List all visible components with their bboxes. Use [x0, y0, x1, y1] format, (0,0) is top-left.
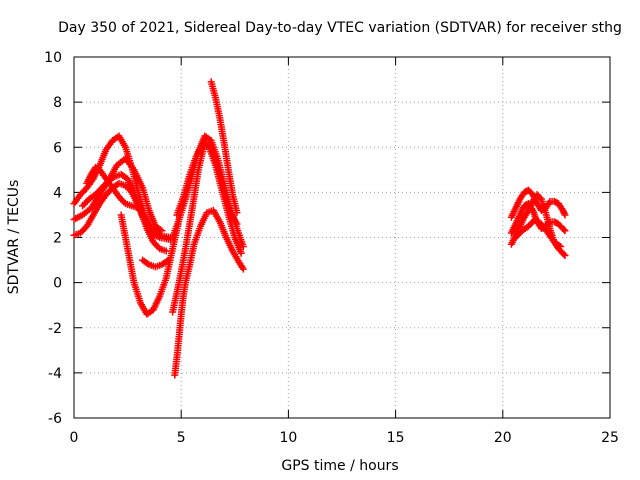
data-point: [80, 200, 88, 208]
x-tick-label: 20: [494, 430, 512, 446]
data-point: [164, 256, 172, 264]
data-point: [79, 202, 87, 210]
y-tick-label: -2: [48, 321, 62, 337]
y-tick-labels: -6 -4 -2 0 2 4 6 8 10: [44, 50, 62, 427]
y-tick-label: 0: [53, 276, 62, 292]
data-point: [239, 265, 247, 273]
grid: [74, 57, 610, 418]
data-point: [239, 243, 247, 251]
x-tick-label: 0: [70, 430, 79, 446]
data-point: [134, 204, 142, 212]
chart-title: Day 350 of 2021, Sidereal Day-to-day VTE…: [58, 20, 622, 36]
data-point: [557, 243, 565, 251]
y-tick-label: -4: [48, 366, 62, 382]
data-point: [82, 199, 90, 207]
series-arc-e: [83, 164, 142, 212]
y-tick-label: 10: [44, 50, 62, 66]
series-arc-g: [139, 256, 172, 271]
series-arc-k: [173, 141, 245, 257]
x-axis-label: GPS time / hours: [281, 458, 398, 474]
data-point: [536, 194, 544, 202]
data-point: [233, 209, 241, 217]
data-point: [118, 196, 126, 204]
data-point: [560, 250, 568, 258]
data-points: [70, 78, 569, 379]
data-point: [561, 227, 569, 235]
series-arc-p: [512, 215, 565, 251]
x-tick-label: 10: [279, 430, 297, 446]
y-tick-label: 2: [53, 231, 62, 247]
data-point: [80, 226, 88, 234]
data-point: [80, 187, 88, 195]
y-tick-label: 4: [53, 185, 62, 201]
y-tick-label: 8: [53, 95, 62, 111]
x-tick-labels: 0 5 10 15 20 25: [70, 430, 619, 446]
data-point: [560, 226, 568, 234]
data-point: [162, 247, 170, 255]
data-point: [153, 241, 161, 249]
data-point: [561, 252, 569, 260]
y-tick-label: -6: [48, 411, 62, 427]
x-tick-label: 15: [387, 430, 405, 446]
series-arc-b: [70, 155, 166, 235]
data-point: [237, 249, 245, 257]
x-tick-label: 25: [601, 430, 619, 446]
y-axis-label: SDTVAR / TECUs: [6, 180, 22, 295]
series-arc-l: [207, 78, 241, 217]
data-point: [233, 220, 241, 228]
data-point: [561, 211, 569, 219]
series-arc-h: [171, 206, 247, 379]
y-tick-label: 6: [53, 140, 62, 156]
data-point: [158, 227, 166, 235]
x-tick-label: 5: [177, 430, 186, 446]
